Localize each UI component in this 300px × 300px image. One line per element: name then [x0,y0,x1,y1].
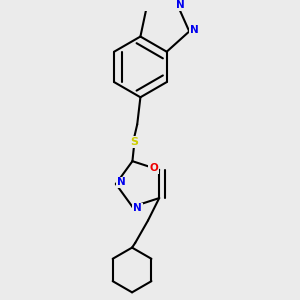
Text: S: S [130,137,138,147]
Text: O: O [149,163,158,173]
Text: N: N [190,25,198,35]
Text: N: N [133,203,142,213]
Text: N: N [176,0,184,10]
Text: N: N [117,177,126,188]
